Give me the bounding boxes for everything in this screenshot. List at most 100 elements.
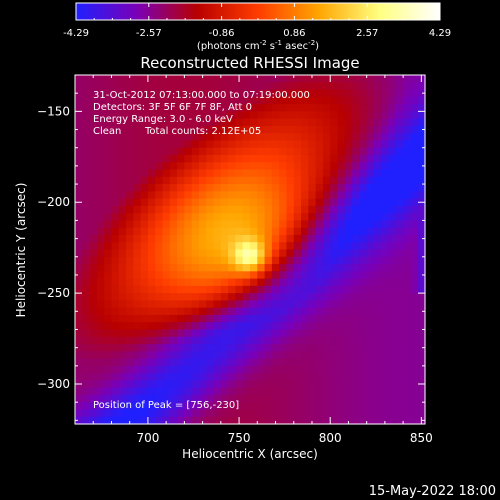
heatmap-cell	[337, 278, 346, 287]
heatmap-cell	[235, 96, 244, 105]
heatmap-cell	[264, 227, 273, 236]
heatmap-cell	[89, 278, 98, 287]
heatmap-cell	[242, 184, 251, 192]
heatmap-cell	[155, 242, 164, 251]
annotation-time-range: 31-Oct-2012 07:13:00.000 to 07:19:00.000	[93, 90, 310, 101]
heatmap-cell	[395, 198, 404, 207]
heatmap-cell	[242, 402, 251, 411]
heatmap-cell	[220, 242, 229, 251]
heatmap-cell	[381, 336, 390, 345]
heatmap-cell	[111, 344, 120, 352]
heatmap-cell	[352, 329, 360, 338]
heatmap-cell	[228, 402, 237, 411]
heatmap-cell	[235, 125, 244, 134]
heatmap-cell	[286, 234, 295, 243]
heatmap-cell	[162, 75, 171, 83]
heatmap-cell	[271, 96, 280, 105]
heatmap-cell	[322, 154, 331, 163]
heatmap-cell	[155, 416, 164, 425]
heatmap-cell	[75, 358, 83, 367]
heatmap-cell	[330, 125, 339, 134]
heatmap-cell	[118, 220, 127, 229]
heatmap-cell	[162, 351, 171, 360]
heatmap-cell	[89, 154, 98, 163]
heatmap-cell	[177, 89, 185, 98]
heatmap-cell	[220, 394, 229, 403]
heatmap-cell	[96, 314, 105, 323]
heatmap-cell	[388, 387, 397, 396]
heatmap-cell	[126, 227, 134, 236]
heatmap-cell	[198, 82, 207, 91]
heatmap-cell	[410, 365, 419, 374]
heatmap-cell	[359, 373, 368, 381]
heatmap-cell	[177, 118, 185, 127]
heatmap-cell	[177, 147, 185, 156]
heatmap-cell	[213, 227, 222, 236]
heatmap-cell	[169, 380, 178, 389]
heatmap-cell	[220, 82, 229, 91]
heatmap-cell	[147, 402, 156, 411]
heatmap-cell	[75, 75, 83, 83]
heatmap-cell	[322, 351, 331, 360]
heatmap-cell	[89, 344, 98, 352]
heatmap-cell	[344, 249, 353, 258]
heatmap-cell	[89, 358, 98, 367]
heatmap-cell	[220, 125, 229, 134]
heatmap-cell	[373, 242, 382, 251]
heatmap-cell	[155, 75, 164, 83]
heatmap-cell	[301, 227, 309, 236]
heatmap-cell	[337, 271, 346, 280]
heatmap-cell	[162, 285, 171, 294]
heatmap-cell	[315, 169, 324, 178]
heatmap-cell	[213, 365, 222, 374]
heatmap-cell	[220, 293, 229, 301]
heatmap-cell	[322, 220, 331, 229]
heatmap-cell	[366, 169, 375, 178]
heatmap-cell	[293, 89, 302, 98]
heatmap-cell	[322, 96, 331, 105]
heatmap-cell	[395, 125, 404, 134]
heatmap-cell	[206, 416, 215, 425]
heatmap-cell	[147, 256, 156, 265]
heatmap-cell	[96, 358, 105, 367]
heatmap-cell	[220, 314, 229, 323]
y-tick-label: −250	[37, 286, 70, 300]
heatmap-cell	[177, 104, 185, 112]
colorbar-tick-label: 2.57	[356, 28, 378, 39]
heatmap-cell	[366, 249, 375, 258]
heatmap-cell	[147, 213, 156, 222]
heatmap-cell	[366, 118, 375, 127]
heatmap-cell	[330, 205, 339, 214]
colorbar-tick-label: 4.29	[429, 28, 451, 39]
heatmap-cell	[337, 75, 346, 83]
heatmap-cell	[410, 256, 419, 265]
heatmap-cell	[206, 213, 215, 222]
heatmap-cell	[257, 133, 266, 142]
heatmap-cell	[169, 293, 178, 301]
heatmap-cell	[381, 154, 390, 163]
heatmap-cell	[169, 402, 178, 411]
heatmap-cell	[235, 147, 244, 156]
heatmap-cell	[337, 118, 346, 127]
heatmap-cell	[330, 198, 339, 207]
heatmap-cell	[330, 307, 339, 316]
heatmap-cell	[147, 184, 156, 192]
heatmap-cell	[271, 133, 280, 142]
heatmap-cell	[271, 285, 280, 294]
heatmap-cell	[330, 344, 339, 352]
heatmap-cell	[250, 293, 258, 301]
heatmap-cell	[133, 322, 142, 331]
heatmap-cell	[169, 227, 178, 236]
heatmap-cell	[388, 293, 397, 301]
heatmap-cell	[147, 271, 156, 280]
heatmap-cell	[250, 365, 258, 374]
heatmap-cell	[162, 104, 171, 112]
heatmap-cell	[140, 89, 149, 98]
heatmap-cell	[133, 184, 142, 192]
heatmap-cell	[322, 285, 331, 294]
heatmap-cell	[352, 380, 360, 389]
heatmap-cell	[162, 220, 171, 229]
heatmap-cell	[206, 380, 215, 389]
heatmap-cell	[118, 278, 127, 287]
heatmap-cell	[366, 387, 375, 396]
